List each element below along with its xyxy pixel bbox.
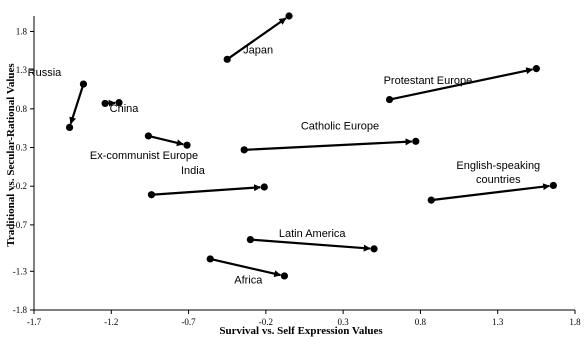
series-layer — [65, 12, 557, 280]
series-japan — [223, 12, 293, 63]
trajectory-arrow — [389, 67, 534, 101]
x-axis-title: Survival vs. Self Expression Values — [219, 325, 383, 337]
data-point-end — [285, 12, 293, 20]
label-india: India — [181, 165, 206, 177]
y-tick-label: -0.2 — [13, 181, 27, 191]
data-point-end — [260, 183, 268, 191]
data-point-start — [206, 255, 214, 263]
label-russia: Russia — [28, 67, 63, 79]
x-tick-label: -0.7 — [181, 317, 196, 327]
x-tick-label: -0.2 — [259, 317, 273, 327]
data-point-start — [246, 235, 254, 244]
x-tick-label: 1.8 — [569, 317, 581, 327]
label-japan: Japan — [243, 45, 273, 57]
trajectory-arrow — [151, 184, 262, 196]
label-line: English-speaking — [456, 160, 540, 172]
data-point-end — [280, 272, 289, 280]
series-catholic-europe — [240, 137, 420, 154]
x-tick-label: 1.3 — [492, 317, 504, 327]
x-tick-label: 0.3 — [338, 317, 350, 327]
y-tick-label: -1.8 — [13, 305, 28, 315]
trajectory-arrow — [209, 257, 282, 278]
data-point-end — [115, 99, 123, 107]
trajectory-arrow — [226, 17, 287, 61]
label-latin-america: Latin America — [279, 228, 347, 240]
y-tick-label: 0.3 — [16, 143, 28, 153]
trajectory-arrow — [148, 134, 184, 147]
series-africa — [206, 255, 289, 280]
trajectory-arrow — [250, 238, 371, 252]
data-point-start — [101, 99, 109, 108]
data-point-start — [147, 191, 156, 199]
series-india — [147, 183, 268, 199]
series-latin-america — [246, 235, 378, 253]
annotation-layer: Japan Protestant Europe Russia China Ex-comm… — [28, 45, 541, 287]
data-point-end — [65, 123, 74, 132]
y-axis-title: Traditional vs. Secular-Rational Values — [5, 63, 17, 247]
data-point-start — [144, 132, 152, 140]
label-english-speaking-countries: English-speaking countries — [456, 160, 540, 186]
data-point-start — [79, 80, 88, 88]
data-point-end — [549, 181, 557, 190]
label-protestant-europe: Protestant Europe — [384, 75, 473, 87]
series-russia — [65, 80, 88, 132]
label-china: China — [110, 103, 140, 115]
data-point-end — [370, 245, 378, 253]
y-tick-label: 1.3 — [16, 65, 28, 75]
data-point-start — [223, 55, 231, 63]
data-point-start — [427, 196, 435, 204]
label-line: countries — [476, 174, 521, 186]
y-tick-label: -1.3 — [13, 266, 28, 276]
x-tick-label: 0.8 — [415, 317, 427, 327]
data-point-end — [532, 65, 540, 73]
axes: 1.8 1.3 0.8 0.3 -0.2 -0.7 -1.3 -1.8 -1.7 -1.2 -0.7… — [13, 16, 581, 327]
trajectory-arrow — [431, 183, 551, 202]
label-ex-communist-europe: Ex-communist Europe — [90, 150, 198, 162]
series-english-speaking-countries — [427, 181, 557, 204]
data-point-end — [412, 137, 420, 145]
series-protestant-europe — [385, 65, 540, 104]
trajectory-arrow — [244, 138, 413, 151]
trajectory-arrow — [69, 83, 85, 125]
series-ex-communist-europe — [144, 132, 191, 149]
x-tick-label: -1.2 — [104, 317, 118, 327]
data-point-start — [240, 146, 248, 154]
y-tick-label: 1.8 — [16, 26, 28, 36]
series-china — [101, 99, 123, 108]
x-tick-label: -1.7 — [27, 317, 42, 327]
data-point-end — [183, 141, 191, 149]
y-tick-label: -0.7 — [13, 220, 28, 230]
label-catholic-europe: Catholic Europe — [301, 121, 379, 133]
data-point-start — [385, 95, 394, 104]
y-tick-label: 0.8 — [16, 104, 28, 114]
label-africa: Africa — [234, 274, 263, 286]
